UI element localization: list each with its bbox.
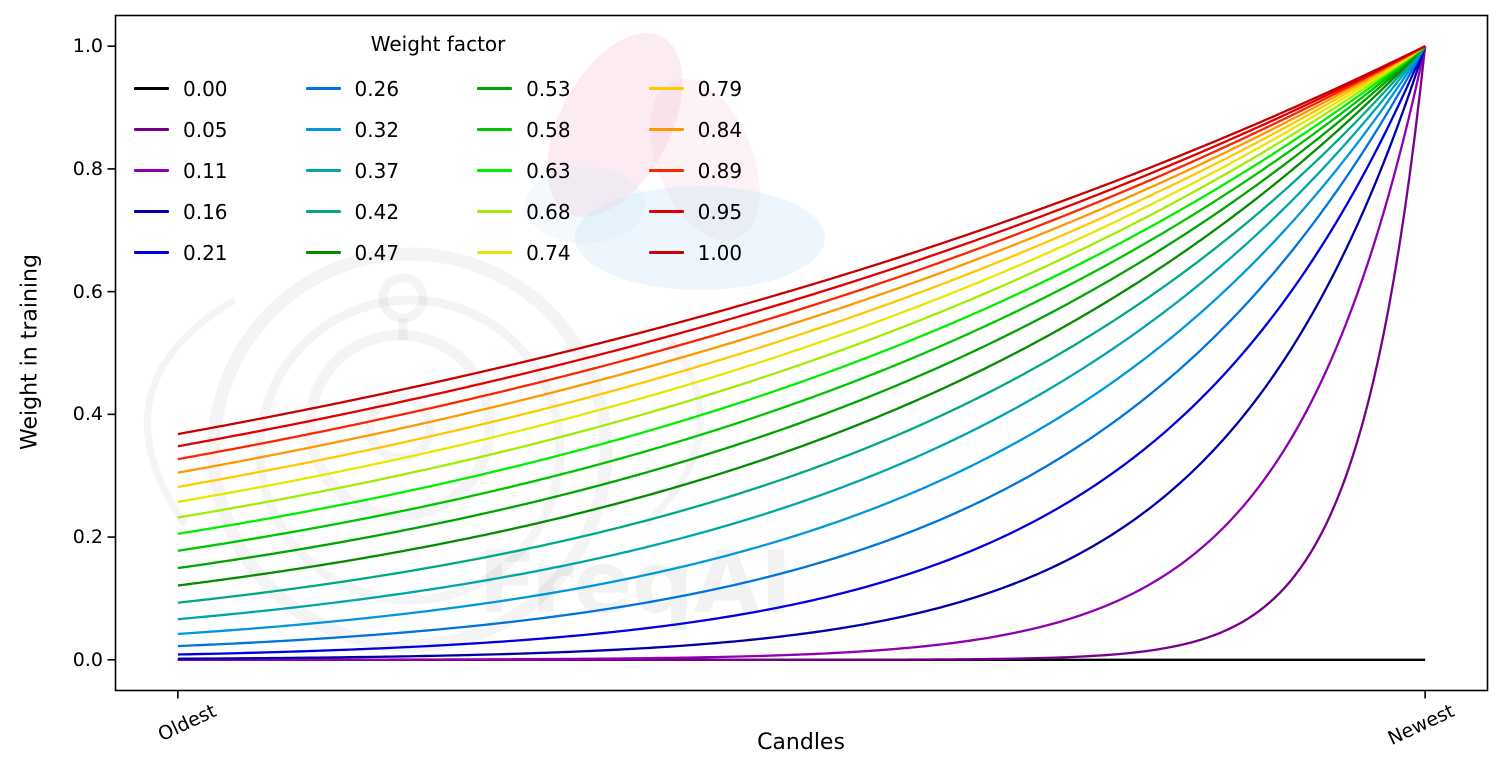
- watermark-blob-blue-2: [525, 167, 645, 243]
- legend-item-label: 0.95: [697, 199, 743, 224]
- legend-item: 0.58: [477, 118, 571, 142]
- series-line-0.53: [177, 45, 1426, 570]
- legend-item: 0.63: [477, 159, 571, 183]
- legend-item-label: 0.79: [697, 76, 743, 101]
- legend-item: 0.79: [648, 76, 743, 101]
- legend-line-swatch: [305, 251, 341, 254]
- legend-item-label: 0.84: [697, 117, 743, 142]
- legend-line-swatch: [134, 210, 169, 213]
- legend-item-label: 0.37: [354, 158, 400, 183]
- legend-item: 0.95: [648, 199, 743, 224]
- series-line-0.11: [177, 45, 1427, 661]
- series-line-0.42: [177, 45, 1427, 604]
- legend-item: 0.11: [134, 159, 228, 183]
- series-line-0.58: [177, 45, 1426, 552]
- series-line-0.95: [177, 45, 1426, 448]
- legend-line-swatch: [134, 169, 169, 172]
- legend-item: 0.00: [134, 77, 228, 101]
- legend-line-swatch: [134, 87, 169, 90]
- legend-item-label: 0.63: [526, 158, 571, 183]
- legend-item: 0.89: [648, 158, 743, 183]
- y-axis-label: Weight in training: [17, 254, 43, 450]
- legend-item-label: 0.89: [697, 158, 743, 183]
- series-line-1.00: [177, 45, 1426, 436]
- legend-item-label: 0.47: [354, 240, 400, 265]
- legend-item-label: 0.32: [354, 117, 400, 142]
- legend-item: 0.05: [134, 118, 228, 142]
- series-line-0.21: [177, 45, 1427, 656]
- legend-item-label: 0.05: [183, 117, 228, 142]
- series-line-0.84: [177, 45, 1426, 474]
- series-line-0.74: [177, 45, 1426, 504]
- legend-title: Weight factor: [370, 32, 506, 56]
- legend-item-label: 0.21: [183, 240, 228, 265]
- series-line-0.32: [177, 45, 1427, 636]
- legend-item: 0.21: [134, 241, 228, 265]
- legend-line-swatch: [134, 128, 169, 131]
- legend-line-swatch: [305, 169, 341, 172]
- legend-item: 0.68: [477, 200, 571, 224]
- legend-item-label: 0.53: [526, 76, 571, 101]
- legend-line-swatch: [477, 128, 513, 131]
- legend-item: 0.47: [305, 240, 400, 265]
- legend-item: 0.74: [477, 241, 571, 265]
- legend-item-label: 0.74: [526, 240, 571, 265]
- legend: Weight factor 0.00 0.05 0.11 0.16 0.21 0.26 0.…: [134, 32, 742, 273]
- legend-line-swatch: [305, 210, 341, 213]
- series-line-0.37: [177, 45, 1427, 621]
- legend-item-label: 0.16: [183, 199, 228, 224]
- series-line-0.79: [177, 45, 1426, 489]
- legend-line-swatch: [305, 87, 341, 90]
- legend-line-swatch: [305, 128, 341, 131]
- legend-item: 0.42: [305, 199, 400, 224]
- legend-line-swatch: [648, 251, 684, 254]
- legend-line-swatch: [477, 87, 513, 90]
- legend-item-label: 0.00: [183, 76, 228, 101]
- series-line-0.47: [177, 45, 1426, 587]
- watermark-blob-blue: [575, 186, 825, 290]
- series-line-0.26: [177, 45, 1427, 648]
- legend-item-label: 1.00: [697, 240, 743, 265]
- legend-line-swatch: [477, 210, 513, 213]
- axes-frame: [114, 14, 1489, 692]
- legend-item-label: 0.42: [354, 199, 400, 224]
- watermark-blob-pink-2: [650, 79, 760, 241]
- legend-item: 0.16: [134, 200, 228, 224]
- legend-line-swatch: [134, 251, 169, 254]
- legend-line-swatch: [477, 251, 513, 254]
- legend-line-swatch: [648, 128, 684, 131]
- series-line-0.68: [177, 45, 1426, 519]
- legend-item: 0.32: [305, 117, 400, 142]
- legend-line-swatch: [477, 169, 513, 172]
- series-line-0.89: [177, 45, 1426, 461]
- legend-item: 0.84: [648, 117, 743, 142]
- series-line-0.63: [177, 45, 1426, 535]
- legend-item-label: 0.11: [183, 158, 228, 183]
- legend-line-swatch: [648, 210, 684, 213]
- legend-item: 0.37: [305, 158, 400, 183]
- legend-item: 1.00: [648, 240, 743, 265]
- x-axis-label: Candles: [757, 730, 845, 755]
- legend-line-swatch: [648, 169, 684, 172]
- legend-item: 0.53: [477, 77, 571, 101]
- legend-item-label: 0.26: [354, 76, 400, 101]
- legend-item-label: 0.68: [526, 199, 571, 224]
- legend-item: 0.26: [305, 76, 400, 101]
- legend-item-label: 0.58: [526, 117, 571, 142]
- legend-grid: 0.00 0.05 0.11 0.16 0.21 0.26 0.32 0.37 0.42 0.47…: [134, 68, 742, 273]
- legend-line-swatch: [648, 87, 684, 90]
- series-line-0.16: [177, 45, 1427, 660]
